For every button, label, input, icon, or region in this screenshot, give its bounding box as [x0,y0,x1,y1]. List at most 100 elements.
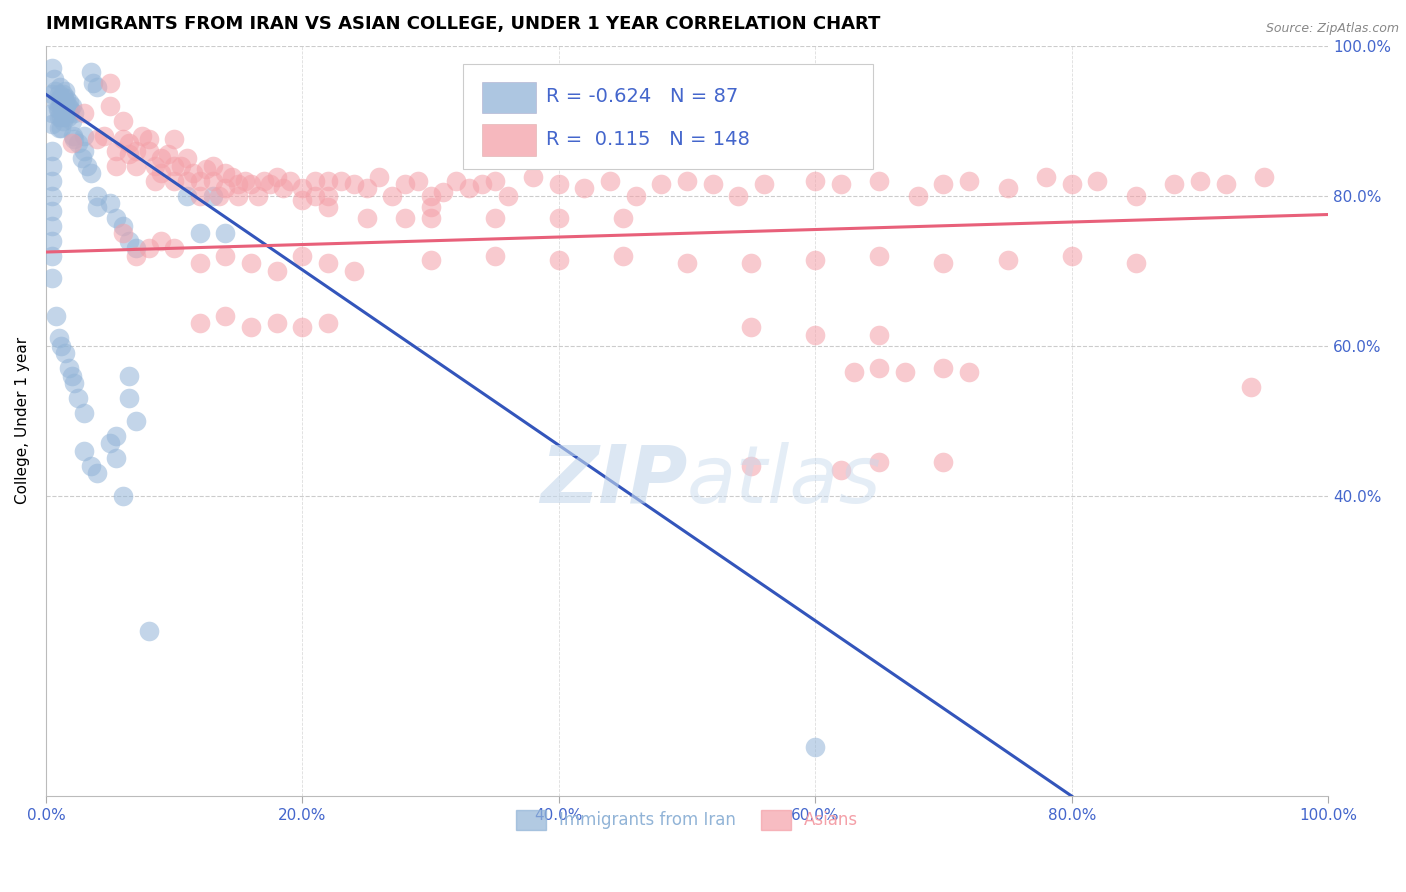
Point [41,174,63,188]
Point [868,249,890,263]
Point [41,271,63,285]
Point [183,166,205,180]
Point [214,227,236,241]
Point [188,188,211,202]
Point [201,159,224,173]
Point [55,103,77,117]
Point [82,76,104,90]
Point [60,368,83,383]
Point [432,185,454,199]
Point [150,151,173,165]
Point [176,151,198,165]
Point [471,178,494,192]
FancyBboxPatch shape [463,64,873,169]
Point [53,84,76,98]
Point [496,188,519,202]
Point [201,174,224,188]
Text: atlas: atlas [688,442,882,520]
Point [66,136,89,151]
Point [118,368,141,383]
Text: R =  0.115   N = 148: R = 0.115 N = 148 [546,130,749,149]
Point [547,252,569,267]
Point [304,174,326,188]
Point [52,91,75,105]
Point [138,132,160,146]
Point [42,72,65,87]
Point [51,110,73,124]
Point [1060,249,1083,263]
Point [291,249,314,263]
Point [66,392,89,406]
Point [52,87,75,102]
Point [316,188,339,202]
Point [957,174,980,188]
Point [98,436,121,450]
Point [356,181,378,195]
Point [188,256,211,270]
Point [41,203,63,218]
Point [125,144,148,158]
Point [143,159,166,173]
Point [208,188,231,202]
Point [650,178,672,192]
Point [60,98,83,112]
Point [316,200,339,214]
Point [46,103,69,117]
Point [176,174,198,188]
Point [138,624,160,638]
Text: Source: ZipAtlas.com: Source: ZipAtlas.com [1265,22,1399,36]
Point [458,181,481,195]
Text: ZIP: ZIP [540,442,688,520]
Text: IMMIGRANTS FROM IRAN VS ASIAN COLLEGE, UNDER 1 YEAR CORRELATION CHART: IMMIGRANTS FROM IRAN VS ASIAN COLLEGE, U… [46,15,880,33]
Point [201,188,224,202]
Point [868,174,890,188]
Point [574,181,596,195]
Point [80,458,103,473]
Point [291,181,314,195]
Point [1188,174,1211,188]
FancyBboxPatch shape [482,125,536,156]
Point [1060,178,1083,192]
Point [291,193,314,207]
Point [118,392,141,406]
Point [111,219,134,233]
Point [53,106,76,120]
Point [740,256,762,270]
Point [195,162,218,177]
Point [612,211,634,226]
Point [1035,169,1057,184]
Point [226,188,249,202]
Legend: Immigrants from Iran, Asians: Immigrants from Iran, Asians [509,803,865,837]
Point [51,339,73,353]
Point [48,87,70,102]
Point [624,188,647,202]
Point [522,169,544,184]
Point [804,327,827,342]
Point [804,740,827,755]
Point [727,188,749,202]
Point [49,91,72,105]
Point [253,174,276,188]
Point [58,106,80,120]
Point [143,174,166,188]
Point [907,188,929,202]
Point [55,91,77,105]
Point [131,128,153,143]
Point [93,128,115,143]
Point [41,61,63,75]
Point [49,79,72,94]
Point [188,316,211,330]
Point [419,188,441,202]
Point [52,110,75,124]
Point [111,489,134,503]
Point [51,98,73,112]
Point [41,159,63,173]
Point [41,118,63,132]
Point [156,147,179,161]
Point [150,166,173,180]
Point [246,188,269,202]
Point [381,188,404,202]
Point [599,174,621,188]
Point [957,365,980,379]
Point [118,136,141,151]
